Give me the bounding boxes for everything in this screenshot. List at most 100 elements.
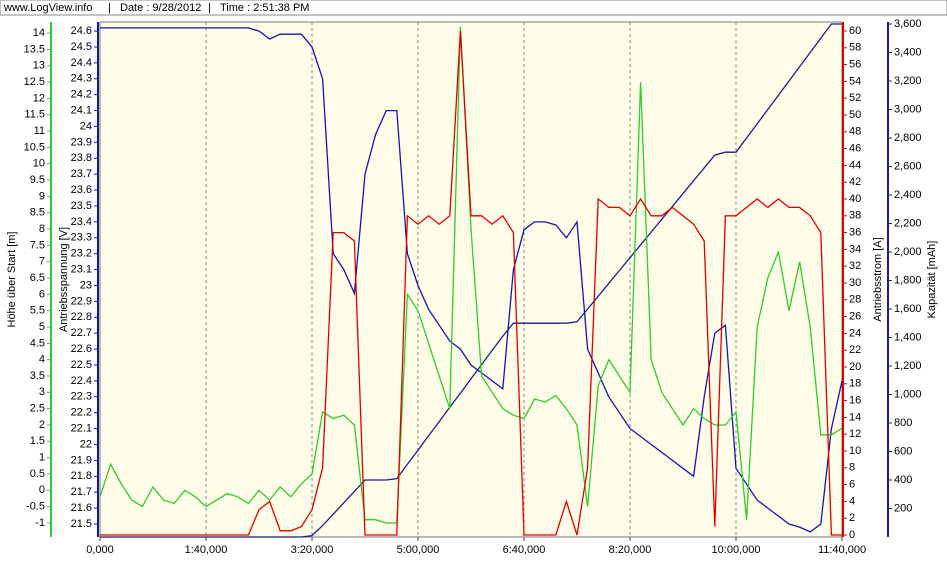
y-tick-label: 13 <box>33 60 45 72</box>
y3-tick-label: 30 <box>849 277 861 289</box>
y2-tick-label: 22.3 <box>71 391 92 403</box>
y2-tick-label: 23.8 <box>71 152 92 164</box>
y4-tick-label: 400 <box>894 474 912 486</box>
y3-axis-title: Antriebsstrom [A] <box>872 237 884 321</box>
y3-tick-label: 4 <box>849 495 855 507</box>
y3-tick-label: 54 <box>849 75 861 87</box>
y3-tick-label: 60 <box>849 25 861 37</box>
y2-tick-label: 21.8 <box>71 470 92 482</box>
y3-tick-label: 42 <box>849 176 861 188</box>
x-tick-label: 10:00,000 <box>712 544 761 556</box>
y-tick-label: 10 <box>33 158 45 170</box>
y4-tick-label: 600 <box>894 445 912 457</box>
y4-axis-title: Kapazität [mAh] <box>926 241 938 319</box>
y2-tick-label: 23.6 <box>71 184 92 196</box>
y4-tick-label: 2,800 <box>894 132 922 144</box>
y3-tick-label: 26 <box>849 310 861 322</box>
y3-tick-label: 46 <box>849 142 861 154</box>
y2-tick-label: 22 <box>80 438 92 450</box>
x-tick-label: 8:20,000 <box>609 544 652 556</box>
y2-tick-label: 21.7 <box>71 486 92 498</box>
y3-tick-label: 44 <box>849 159 861 171</box>
y2-tick-label: 21.6 <box>71 502 92 514</box>
y-tick-label: 4 <box>39 354 45 366</box>
y-tick-label: -1 <box>35 517 45 529</box>
y2-tick-label: 22.1 <box>71 422 92 434</box>
y3-tick-label: 20 <box>849 361 861 373</box>
y4-tick-label: 2,400 <box>894 189 922 201</box>
header-time: Time : 2:51:38 PM <box>220 2 309 14</box>
y-tick-label: 9 <box>39 190 45 202</box>
y3-tick-label: 16 <box>849 394 861 406</box>
y-tick-label: 5 <box>39 321 45 333</box>
y-tick-label: 8.5 <box>30 207 45 219</box>
y3-tick-label: 6 <box>849 478 855 490</box>
y2-tick-label: 24.1 <box>71 104 92 116</box>
y3-tick-label: 18 <box>849 378 861 390</box>
y-tick-label: 0.5 <box>30 468 45 480</box>
y-tick-label: 7.5 <box>30 239 45 251</box>
y3-tick-label: 38 <box>849 210 861 222</box>
header-bar <box>0 0 947 16</box>
x-tick-label: 5:00,000 <box>397 544 440 556</box>
y-tick-label: 9.5 <box>30 174 45 186</box>
y-tick-label: 8 <box>39 223 45 235</box>
y2-tick-label: 23.4 <box>71 216 92 228</box>
y-axis-title: Höhe über Start [m] <box>6 232 18 328</box>
y-tick-label: 11.5 <box>24 109 45 121</box>
y2-tick-label: 22.5 <box>71 359 92 371</box>
y3-tick-label: 0 <box>849 529 855 541</box>
y3-tick-label: 28 <box>849 294 861 306</box>
y3-tick-label: 34 <box>849 243 861 255</box>
y-tick-label: 4.5 <box>30 337 45 349</box>
y3-tick-label: 12 <box>849 428 861 440</box>
y3-tick-label: 50 <box>849 109 861 121</box>
y2-tick-label: 23.7 <box>71 168 92 180</box>
y3-tick-label: 32 <box>849 260 861 272</box>
y2-tick-label: 24 <box>80 120 92 132</box>
y3-tick-label: 58 <box>849 42 861 54</box>
series-line <box>100 27 843 533</box>
y4-tick-label: 1,000 <box>894 388 922 400</box>
series-line <box>100 30 842 536</box>
y4-tick-label: 3,200 <box>894 75 922 87</box>
y2-tick-label: 21.9 <box>71 454 92 466</box>
header-sep: | <box>108 2 111 14</box>
y2-tick-label: 24.3 <box>71 73 92 85</box>
y4-tick-label: 3,600 <box>894 18 922 30</box>
y4-tick-label: 2,000 <box>894 246 922 258</box>
y-tick-label: 2.5 <box>30 403 45 415</box>
series-line <box>100 23 842 538</box>
y3-tick-label: 48 <box>849 126 861 138</box>
y-tick-label: 12.5 <box>24 76 45 88</box>
y2-tick-label: 23.9 <box>71 136 92 148</box>
y2-tick-label: 22.2 <box>71 407 92 419</box>
y3-tick-label: 2 <box>849 512 855 524</box>
y2-tick-label: 23 <box>80 279 92 291</box>
y3-tick-label: 52 <box>849 92 861 104</box>
y-tick-label: 1 <box>39 452 45 464</box>
plot-area <box>99 21 843 538</box>
x-tick-label: 0,000 <box>86 544 114 556</box>
y2-tick-label: 24.5 <box>71 41 92 53</box>
y-tick-label: -0.5 <box>26 501 45 513</box>
y2-tick-label: 23.1 <box>71 263 92 275</box>
y4-tick-label: 2,600 <box>894 160 922 172</box>
y3-tick-label: 10 <box>849 445 861 457</box>
y2-tick-label: 22.4 <box>71 375 92 387</box>
y2-tick-label: 22.7 <box>71 327 92 339</box>
y4-tick-label: 1,800 <box>894 274 922 286</box>
y2-tick-label: 22.6 <box>71 343 92 355</box>
y4-tick-label: 1,600 <box>894 303 922 315</box>
y4-tick-label: 800 <box>894 417 912 429</box>
y-tick-label: 3.5 <box>30 370 45 382</box>
header-site: www.LogView.info <box>3 2 92 14</box>
y4-tick-label: 2,200 <box>894 217 922 229</box>
y-tick-label: 7 <box>39 256 45 268</box>
y2-tick-label: 23.3 <box>71 232 92 244</box>
y-tick-label: 6.5 <box>30 272 45 284</box>
y3-tick-label: 24 <box>849 327 861 339</box>
y3-tick-label: 14 <box>849 411 861 423</box>
y3-tick-label: 40 <box>849 193 861 205</box>
y3-tick-label: 36 <box>849 226 861 238</box>
